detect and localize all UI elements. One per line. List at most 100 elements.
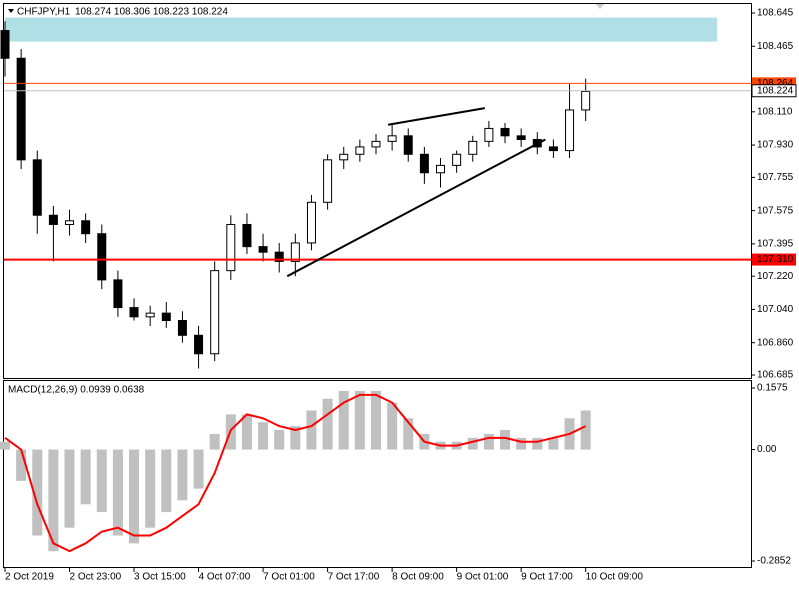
histogram-bar [193,449,204,489]
candle-body [0,30,10,59]
histogram-bar [32,449,43,536]
macd-title: MACD(12,26,9) 0.0939 0.0638 [8,385,145,396]
x-tick-label: 4 Oct 07:00 [199,572,251,583]
candle-body [32,159,42,216]
zone [5,17,717,42]
signal-line [4,393,587,553]
y-tick-label: 108.465 [757,41,794,52]
candle-body [65,220,75,225]
candle-body [323,159,333,203]
y-tick-label: 106.860 [757,337,794,348]
candle-body [500,127,510,137]
menu-arrow [8,9,14,13]
candle-body [48,214,58,225]
candle-body [436,164,446,174]
histogram-bar [177,449,188,501]
x-tick-label: 8 Oct 09:00 [392,572,444,583]
candle-body [581,90,591,111]
candle-body [452,153,462,166]
level-label: 107.310 [757,254,794,265]
candle-body [548,146,558,152]
y-tick-label: 107.755 [757,172,794,183]
candle-body [565,109,575,152]
y-tick-label: 107.395 [757,239,794,250]
candle-body [161,312,171,322]
histogram-bar [370,390,381,450]
candle-body [16,57,26,161]
histogram-bar [483,433,494,450]
histogram-bar [403,418,414,450]
x-tick-label: 9 Oct 17:00 [521,572,573,583]
x-tick-label: 3 Oct 15:00 [134,572,186,583]
last-price-label: 108.224 [757,85,794,96]
candle-body [484,127,494,142]
candle-body [177,320,187,336]
histogram-bar [258,422,269,450]
candle-body [403,135,413,155]
histogram-bar [354,390,365,450]
candle-body [306,201,316,244]
candle-body [274,251,284,262]
main-panel [3,3,752,379]
y-tick-label: 0.00 [757,444,777,455]
candle-body [387,135,397,142]
y-tick-label: 107.220 [757,271,794,282]
y-tick-label: 108.645 [757,8,794,19]
histogram-bar [80,449,91,505]
scroll-marker [596,4,604,9]
quote-subtitle: 108.274 108.306 108.223 108.224 [75,7,228,18]
candle-body [226,223,236,272]
histogram-bar [548,437,559,450]
histogram-bar [145,449,156,528]
histogram-bar [500,430,511,450]
histogram-bar [516,437,527,450]
candle-body [194,334,204,355]
histogram-bar [274,430,285,450]
histogram-bar [467,437,478,450]
x-tick-label: 2 Oct 23:00 [70,572,122,583]
histogram-bar [48,449,59,552]
candle-body [339,153,349,161]
candle-body [97,233,107,281]
last-price-tag [751,84,797,98]
histogram-bar [0,441,11,450]
histogram-bar [532,437,543,450]
histogram-bar [306,410,317,450]
x-tick-label: 2 Oct 2019 [5,572,54,583]
y-tick-label: 107.930 [757,140,794,151]
level-tag [752,253,796,266]
histogram-bar [209,433,220,450]
histogram-bar [580,410,591,450]
x-tick-label: 9 Oct 01:00 [457,572,509,583]
candle-body [210,270,220,355]
trendline [286,138,546,278]
candle-body [290,242,300,262]
y-tick-label: 108.110 [757,106,793,117]
histogram-bar [338,390,349,450]
y-tick-label: 106.685 [757,370,794,381]
candle-body [516,135,526,141]
y-tick-label: 107.040 [757,304,794,315]
histogram-bar [96,449,107,513]
histogram-bar [161,449,172,513]
candle-body [258,246,268,253]
histogram-bar [387,402,398,450]
y-tick-label: -0.2852 [757,556,791,567]
candle-body [419,153,429,174]
histogram-bar [129,449,140,544]
x-tick-label: 7 Oct 01:00 [263,572,315,583]
histogram-bar [322,398,333,450]
candle-body [81,220,91,235]
candle-body [371,140,381,148]
histogram-bar [290,426,301,450]
histogram-bar [112,449,123,536]
symbol-title: CHFJPY,H1 [17,7,71,18]
candle-body [355,146,365,155]
x-tick-label: 7 Oct 17:00 [328,572,380,583]
candle-body [468,140,478,155]
histogram-bar [241,414,252,450]
candle-body [129,307,139,318]
candle-body [145,312,155,318]
macd-panel [3,380,752,568]
